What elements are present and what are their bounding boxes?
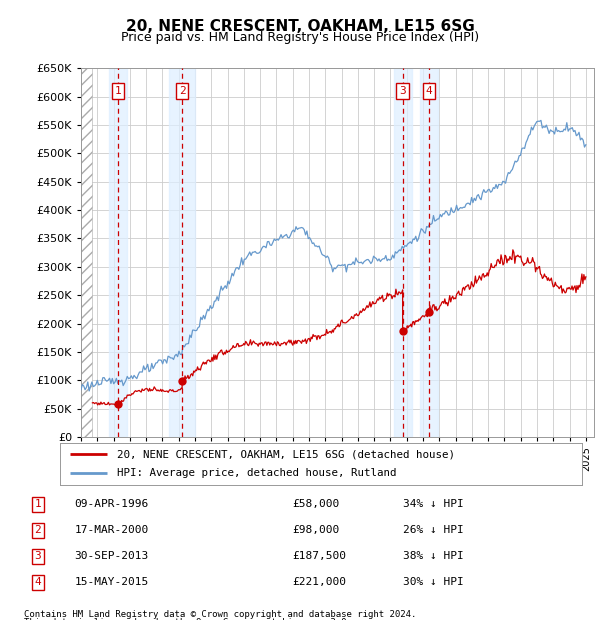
Text: Contains HM Land Registry data © Crown copyright and database right 2024.: Contains HM Land Registry data © Crown c… <box>24 610 416 619</box>
Text: 20, NENE CRESCENT, OAKHAM, LE15 6SG: 20, NENE CRESCENT, OAKHAM, LE15 6SG <box>125 19 475 33</box>
Bar <box>81 68 92 437</box>
Text: 3: 3 <box>35 551 41 561</box>
Text: Price paid vs. HM Land Registry's House Price Index (HPI): Price paid vs. HM Land Registry's House … <box>121 31 479 44</box>
Text: 17-MAR-2000: 17-MAR-2000 <box>74 525 148 536</box>
Text: 34% ↓ HPI: 34% ↓ HPI <box>403 500 464 510</box>
Bar <box>394 68 412 437</box>
Text: 3: 3 <box>399 86 406 96</box>
Text: 26% ↓ HPI: 26% ↓ HPI <box>403 525 464 536</box>
Text: This data is licensed under the Open Government Licence v3.0.: This data is licensed under the Open Gov… <box>24 618 352 620</box>
Text: 2: 2 <box>179 86 185 96</box>
Text: £187,500: £187,500 <box>292 551 346 561</box>
Text: 4: 4 <box>425 86 433 96</box>
Text: 15-MAY-2015: 15-MAY-2015 <box>74 577 148 587</box>
Bar <box>420 68 438 437</box>
Text: 4: 4 <box>35 577 41 587</box>
Text: £98,000: £98,000 <box>292 525 339 536</box>
Text: 38% ↓ HPI: 38% ↓ HPI <box>403 551 464 561</box>
Text: 2: 2 <box>35 525 41 536</box>
Text: 1: 1 <box>35 500 41 510</box>
Text: 30-SEP-2013: 30-SEP-2013 <box>74 551 148 561</box>
Bar <box>109 68 127 437</box>
Text: 20, NENE CRESCENT, OAKHAM, LE15 6SG (detached house): 20, NENE CRESCENT, OAKHAM, LE15 6SG (det… <box>118 450 455 459</box>
Text: 1: 1 <box>115 86 121 96</box>
Text: 09-APR-1996: 09-APR-1996 <box>74 500 148 510</box>
Text: HPI: Average price, detached house, Rutland: HPI: Average price, detached house, Rutl… <box>118 468 397 478</box>
Text: 30% ↓ HPI: 30% ↓ HPI <box>403 577 464 587</box>
Text: £58,000: £58,000 <box>292 500 339 510</box>
Bar <box>169 68 195 437</box>
Text: £221,000: £221,000 <box>292 577 346 587</box>
